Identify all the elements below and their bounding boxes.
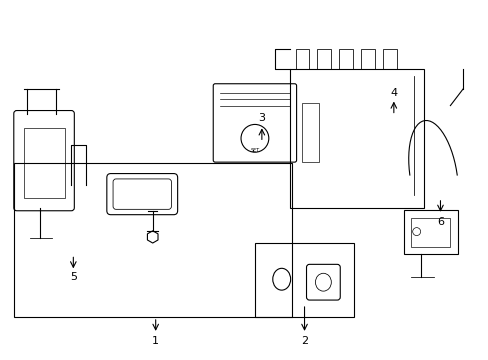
Bar [24,129,65,198]
Bar [403,210,457,255]
Bar [295,49,309,69]
Bar [410,218,449,247]
Text: 6: 6 [436,217,443,227]
Text: SET: SET [250,148,259,153]
Bar [301,103,319,162]
Bar [289,69,423,208]
Bar [317,49,331,69]
Text: 3: 3 [258,113,265,123]
Bar [14,163,291,317]
Text: 5: 5 [70,272,77,282]
Text: 4: 4 [389,88,397,98]
Bar [382,49,396,69]
Bar [360,49,374,69]
Bar [339,49,352,69]
Text: 2: 2 [300,336,307,346]
Text: 1: 1 [152,336,159,346]
Bar [254,243,353,317]
